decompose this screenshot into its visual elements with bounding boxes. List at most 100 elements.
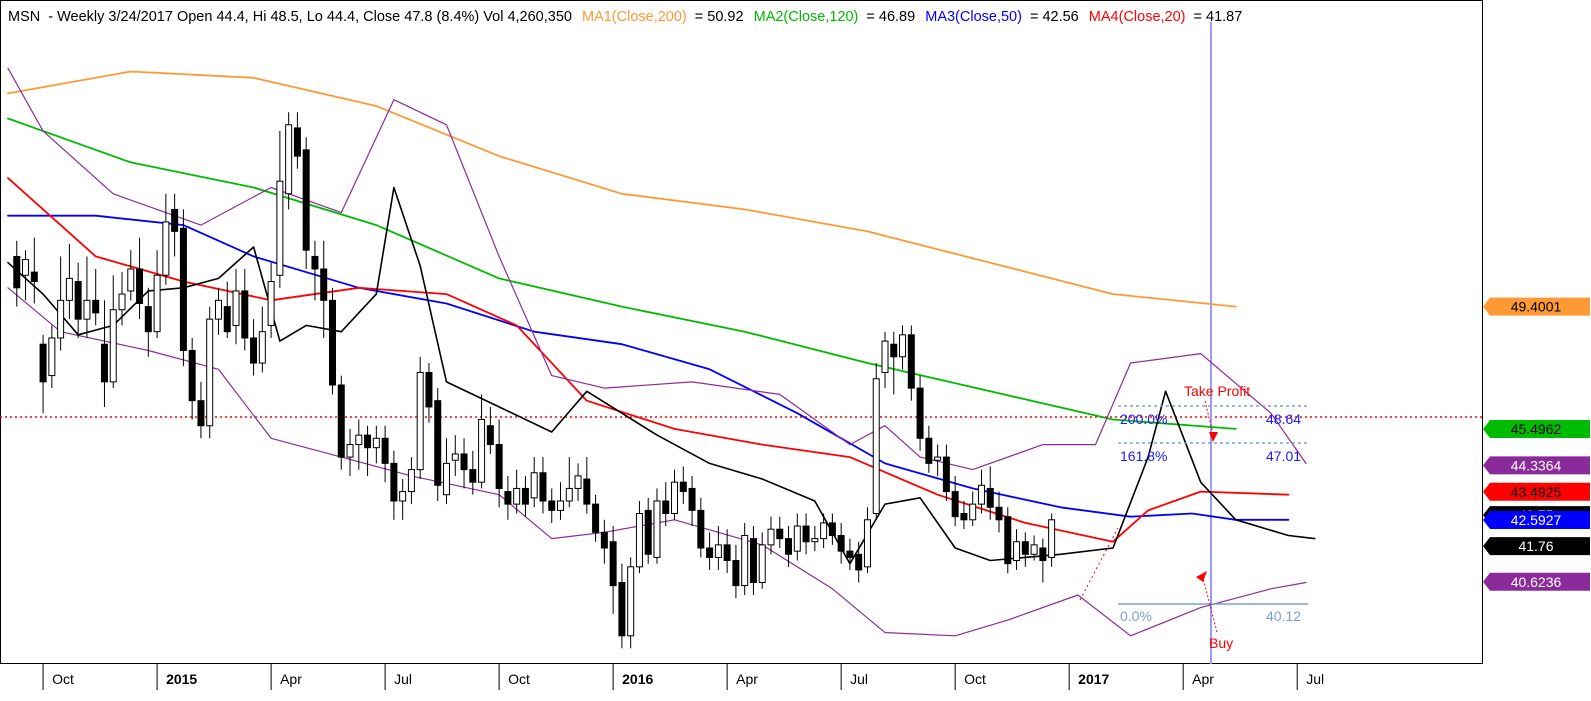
candle: [92, 268, 100, 326]
candle: [1030, 535, 1038, 561]
candle: [293, 112, 301, 169]
svg-text:49.4001: 49.4001: [1511, 299, 1562, 315]
x-axis: Oct 2015 Apr Jul Oct 2016 Apr Jul Oct 2017 Apr Jul: [42, 664, 1324, 690]
candle: [188, 337, 196, 420]
fib-161-label: 161.8%: [1120, 448, 1167, 464]
candle: [732, 544, 740, 599]
ohlc-summary: - Weekly 3/24/2017 Open 44.4, Hi 48.5, L…: [48, 9, 572, 25]
series-ma3-close-50-: [7, 214, 1290, 521]
x-tick-label-0: Oct: [52, 671, 74, 687]
candle: [30, 237, 38, 304]
candle: [337, 375, 345, 470]
price-tag-2: 44.3364: [1483, 456, 1590, 475]
candle: [548, 488, 556, 523]
candle: [600, 519, 608, 564]
candle: [425, 363, 433, 423]
candle: [504, 475, 512, 520]
candle: [390, 450, 398, 520]
candle: [48, 325, 56, 389]
chart-header: MSN - Weekly 3/24/2017 Open 44.4, Hi 48.…: [8, 9, 1242, 25]
candles: [13, 112, 1056, 649]
candle: [127, 250, 135, 301]
candle: [846, 538, 854, 570]
price-tag-1: 45.4962: [1483, 419, 1590, 438]
svg-text:44.3364: 44.3364: [1511, 457, 1562, 473]
candle: [960, 500, 968, 530]
take-profit-arrow: [1209, 432, 1218, 442]
candle: [977, 469, 985, 514]
candle: [583, 457, 591, 514]
candle: [416, 356, 424, 480]
candle: [460, 438, 468, 489]
x-tick-label-7: Jul: [850, 671, 868, 687]
price-tag-0: 49.4001: [1483, 297, 1590, 316]
svg-text:40.6236: 40.6236: [1511, 574, 1562, 590]
candle: [22, 250, 30, 301]
candle: [521, 475, 529, 517]
x-tick-label-10: Apr: [1192, 671, 1214, 687]
candle: [258, 306, 266, 373]
series-ma1-close-200-: [7, 70, 1237, 308]
candle: [697, 497, 705, 558]
candle: [399, 479, 407, 520]
candle: [618, 563, 626, 649]
candle: [785, 526, 793, 567]
candle: [232, 268, 240, 345]
take-profit-pointer: [1204, 400, 1214, 435]
candle: [802, 513, 810, 555]
candle: [679, 466, 687, 505]
candle: [872, 363, 880, 520]
candle: [811, 526, 819, 552]
candle: [381, 425, 389, 483]
candle: [513, 469, 521, 514]
candle: [486, 406, 494, 454]
candle: [653, 488, 661, 564]
ma2-value: = 46.89: [866, 9, 915, 25]
series-lower-band: [7, 287, 1307, 637]
candle: [162, 193, 170, 285]
candle: [644, 497, 652, 564]
candle: [276, 131, 284, 288]
price-axis-tags: 49.400145.496244.336443.492542.7542.5927…: [1483, 297, 1590, 591]
candle: [925, 425, 933, 473]
candle: [320, 240, 328, 338]
svg-text:41.76: 41.76: [1518, 538, 1553, 554]
take-profit-label: Take Profit: [1184, 383, 1250, 399]
fib-200-label: 200.0%: [1120, 411, 1167, 427]
candle: [109, 275, 117, 389]
candle: [355, 419, 363, 470]
candle: [557, 482, 565, 520]
candle: [714, 526, 722, 570]
candle: [328, 287, 336, 395]
candle: [767, 516, 775, 555]
candle: [565, 457, 573, 508]
candle: [820, 513, 828, 549]
candle: [364, 425, 372, 476]
series-upper-band: [7, 67, 1307, 471]
candle: [837, 522, 845, 564]
candle: [723, 529, 731, 574]
candle: [688, 475, 696, 527]
candle: [118, 272, 126, 326]
candle: [855, 541, 863, 583]
candle: [311, 240, 319, 301]
candle: [951, 475, 959, 527]
series-ma2-close-120-: [7, 117, 1237, 430]
x-tick-label-8: Oct: [964, 671, 986, 687]
candle: [899, 325, 907, 370]
svg-text:42.5927: 42.5927: [1511, 512, 1562, 528]
ma4-label: MA4(Close,20): [1089, 9, 1186, 25]
candle: [13, 240, 21, 307]
candle: [995, 491, 1003, 533]
candle: [907, 325, 915, 401]
x-tick-label-4: Oct: [508, 671, 530, 687]
candle: [100, 300, 108, 407]
candle: [74, 262, 82, 338]
candle: [934, 444, 942, 476]
reference-lines: [0, 22, 1482, 664]
candle: [828, 513, 836, 545]
x-tick-label-6: Apr: [736, 671, 758, 687]
x-tick-label-2: Apr: [280, 671, 302, 687]
x-tick-label-3: Jul: [394, 671, 412, 687]
